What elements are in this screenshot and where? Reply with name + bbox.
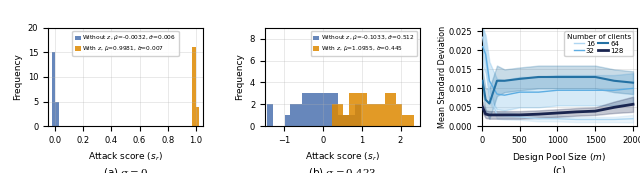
Bar [302,93,308,126]
Bar [337,115,344,126]
64 [482,99,490,101]
Bar [344,115,349,126]
64 [516,78,524,80]
Bar [337,104,344,126]
Bar [402,115,408,126]
Bar [193,47,196,126]
16 [516,116,524,118]
32 [573,89,580,91]
32 [486,80,493,82]
128 [479,106,486,108]
64 [534,76,542,78]
16 [482,53,490,55]
Bar [332,93,337,126]
Bar [379,104,385,126]
Bar [408,115,414,126]
Bar [349,93,355,126]
Bar [355,104,361,126]
128 [611,106,618,108]
32 [516,91,524,93]
Bar [373,104,379,126]
16 [554,118,561,120]
16 [486,93,493,95]
32 [554,89,561,91]
64 [554,76,561,78]
Bar [355,93,361,126]
128 [493,114,501,116]
Legend: Without $z$, $\hat{\mu}$=-0.0032, $\hat{\sigma}$=0.006, With $z$, $\hat{\mu}$=0.: Without $z$, $\hat{\mu}$=-0.0032, $\hat{… [72,31,179,56]
128 [486,114,493,116]
64 [611,80,618,82]
Y-axis label: Frequency: Frequency [236,54,244,100]
16 [479,36,486,38]
Bar [385,93,390,126]
Bar [291,104,296,126]
Bar [55,102,59,126]
Bar [308,93,314,126]
Y-axis label: Mean Standard Deviation: Mean Standard Deviation [438,26,447,128]
Line: 32: 32 [483,47,633,95]
Bar [52,52,55,126]
Bar [332,104,337,126]
Bar [320,93,326,126]
64 [493,80,501,82]
16 [534,118,542,120]
64 [629,82,637,84]
Bar [367,104,373,126]
Bar [390,93,396,126]
Bar [267,104,273,126]
16 [493,114,501,116]
Legend: Without $z$, $\hat{\mu}$=-0.1033, $\hat{\sigma}$=0.512, With $z$, $\hat{\mu}$=1.: Without $z$, $\hat{\mu}$=-0.1033, $\hat{… [311,31,417,56]
Bar [344,115,349,126]
Line: 16: 16 [483,37,633,120]
16 [591,119,599,121]
32 [629,87,637,89]
Bar [196,107,200,126]
Bar [285,115,291,126]
32 [611,89,618,91]
Text: (c): (c) [552,166,566,173]
Bar [326,93,332,126]
X-axis label: Design Pool Size ($m$): Design Pool Size ($m$) [512,151,606,163]
Text: (a) $\sigma = 0$: (a) $\sigma = 0$ [103,166,148,173]
32 [479,46,486,48]
64 [486,102,493,104]
64 [591,76,599,78]
16 [500,115,508,117]
X-axis label: Attack score ($s_r$): Attack score ($s_r$) [305,151,380,163]
128 [500,114,508,116]
Bar [361,93,367,126]
128 [591,110,599,112]
64 [573,76,580,78]
128 [554,112,561,114]
16 [611,119,618,121]
16 [629,118,637,120]
128 [482,113,490,115]
Bar [396,104,402,126]
Bar [296,104,302,126]
Bar [349,115,355,126]
Y-axis label: Frequency: Frequency [13,54,22,100]
16 [573,119,580,121]
128 [534,113,542,115]
128 [629,103,637,105]
Bar [314,93,320,126]
32 [500,94,508,96]
32 [493,93,501,95]
Legend: 16, 32, 64, 128: 16, 32, 64, 128 [564,31,634,56]
Line: 64: 64 [483,77,633,103]
64 [500,80,508,82]
Line: 128: 128 [483,104,633,115]
32 [534,91,542,93]
Text: (b) $\sigma = 0.423$: (b) $\sigma = 0.423$ [308,166,377,173]
64 [479,80,486,82]
128 [516,114,524,116]
X-axis label: Attack score ($s_r$): Attack score ($s_r$) [88,151,163,163]
32 [591,89,599,91]
32 [482,53,490,55]
128 [573,111,580,113]
